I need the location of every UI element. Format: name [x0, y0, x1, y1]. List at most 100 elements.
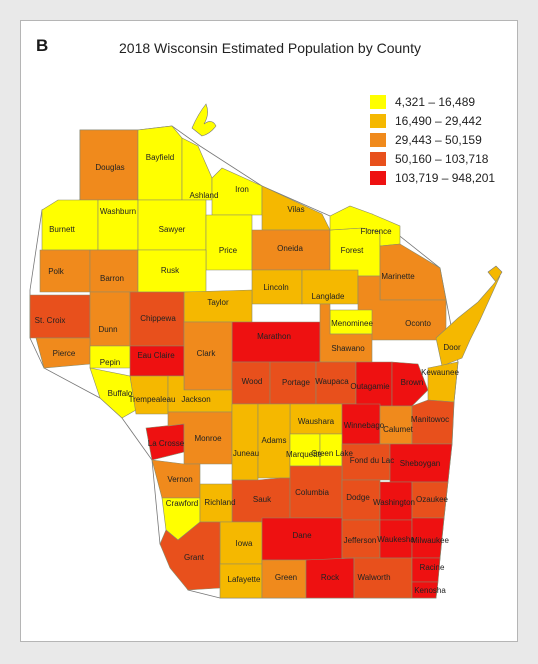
county-door — [435, 275, 501, 367]
legend-row: 50,160 – 103,718 — [370, 149, 495, 168]
county-label-shawano: Shawano — [331, 344, 365, 353]
county-label-marinette: Marinette — [381, 272, 415, 281]
county-label-waushara: Waushara — [298, 417, 335, 426]
county-label-racine: Racine — [420, 563, 445, 572]
county-label-lafayette: Lafayette — [228, 575, 261, 584]
county-label-rusk: Rusk — [161, 266, 180, 275]
county-label-adams: Adams — [262, 436, 287, 445]
county-label-pepin: Pepin — [100, 358, 120, 367]
county-marathon — [231, 321, 321, 363]
apostle-islands — [191, 103, 217, 137]
county-label-bayfield: Bayfield — [146, 153, 174, 162]
legend-label: 29,443 – 50,159 — [395, 132, 482, 147]
county-label-juneau: Juneau — [233, 449, 259, 458]
washington-island — [487, 265, 503, 283]
county-label-eau-claire: Eau Claire — [137, 351, 175, 360]
county-label-florence: Florence — [360, 227, 392, 236]
county-label-richland: Richland — [204, 498, 235, 507]
county-label-waukesha: Waukesha — [377, 535, 415, 544]
county-vernon — [151, 459, 201, 499]
county-label-dodge: Dodge — [346, 493, 370, 502]
legend-swatch — [370, 151, 386, 166]
county-label-columbia: Columbia — [295, 488, 329, 497]
county-label-vernon: Vernon — [167, 475, 192, 484]
county-manitowoc — [411, 399, 455, 445]
county-label-crawford: Crawford — [166, 499, 198, 508]
county-label-grant: Grant — [184, 553, 205, 562]
county-label-marquette: Marquette — [286, 450, 323, 459]
county-bayfield — [137, 125, 183, 201]
county-label-barron: Barron — [100, 274, 124, 283]
county-dunn — [89, 291, 131, 347]
county-label-st-croix: St. Croix — [35, 316, 66, 325]
county-label-green: Green — [275, 573, 297, 582]
legend-swatch — [370, 113, 386, 128]
county-label-polk: Polk — [48, 267, 65, 276]
county-label-marathon: Marathon — [257, 332, 291, 341]
county-label-dane: Dane — [292, 531, 312, 540]
legend-row: 103,719 – 948,201 — [370, 168, 495, 187]
county-label-la-crosse: La Crosse — [148, 439, 185, 448]
county-label-taylor: Taylor — [207, 298, 229, 307]
county-label-calumet: Calumet — [383, 425, 414, 434]
county-label-buffalo: Buffalo — [108, 389, 133, 398]
county-label-manitowoc: Manitowoc — [411, 415, 449, 424]
county-label-outagamie: Outagamie — [350, 382, 390, 391]
county-label-douglas: Douglas — [95, 163, 124, 172]
county-label-chippewa: Chippewa — [140, 314, 176, 323]
county-label-washburn: Washburn — [100, 207, 136, 216]
county-label-brown: Brown — [401, 378, 424, 387]
legend-label: 103,719 – 948,201 — [395, 170, 496, 185]
county-label-iron: Iron — [235, 185, 249, 194]
legend-label: 4,321 – 16,489 — [395, 94, 476, 109]
legend-swatch — [370, 170, 386, 185]
county-label-sauk: Sauk — [253, 495, 272, 504]
county-label-clark: Clark — [197, 349, 217, 358]
county-label-sheboygan: Sheboygan — [400, 459, 440, 468]
county-label-rock: Rock — [321, 573, 340, 582]
county-label-ashland: Ashland — [190, 191, 219, 200]
county-label-portage: Portage — [282, 378, 311, 387]
county-label-sawyer: Sawyer — [159, 225, 186, 234]
legend-label: 16,490 – 29,442 — [395, 113, 482, 128]
county-label-wood: Wood — [242, 377, 263, 386]
county-label-jefferson: Jefferson — [344, 536, 377, 545]
county-label-oconto: Oconto — [405, 319, 431, 328]
county-label-green-lake: Green Lake — [311, 449, 353, 458]
county-label-kewaunee: Kewaunee — [421, 368, 459, 377]
panel-label: B — [36, 36, 49, 55]
county-label-burnett: Burnett — [49, 225, 76, 234]
county-price — [205, 214, 253, 271]
county-label-menominee: Menominee — [331, 319, 373, 328]
county-kenosha — [411, 581, 439, 599]
county-label-pierce: Pierce — [53, 349, 76, 358]
legend-row: 4,321 – 16,489 — [370, 92, 495, 111]
legend-row: 16,490 – 29,442 — [370, 111, 495, 130]
county-label-vilas: Vilas — [287, 205, 304, 214]
county-label-kenosha: Kenosha — [414, 586, 446, 595]
county-label-monroe: Monroe — [194, 434, 222, 443]
legend-swatch — [370, 132, 386, 147]
legend-swatch — [370, 94, 386, 109]
county-label-walworth: Walworth — [357, 573, 390, 582]
county-juneau — [231, 403, 259, 481]
county-barron — [89, 249, 139, 293]
map-title: 2018 Wisconsin Estimated Population by C… — [119, 40, 421, 56]
county-label-washington: Washington — [373, 498, 415, 507]
legend-label: 50,160 – 103,718 — [395, 151, 489, 166]
county-label-waupaca: Waupaca — [315, 377, 349, 386]
county-label-dunn: Dunn — [98, 325, 117, 334]
legend-row: 29,443 – 50,159 — [370, 130, 495, 149]
county-label-jackson: Jackson — [181, 395, 210, 404]
county-brown — [391, 361, 429, 407]
county-label-iowa: Iowa — [236, 539, 253, 548]
county-label-ozaukee: Ozaukee — [416, 495, 449, 504]
county-label-winnebago: Winnebago — [344, 421, 385, 430]
county-label-forest: Forest — [341, 246, 364, 255]
county-label-trempealeau: Trempealeau — [129, 395, 176, 404]
county-buffalo — [89, 367, 137, 419]
county-label-fond-du-lac: Fond du Lac — [350, 456, 394, 465]
county-label-door: Door — [443, 343, 461, 352]
county-label-oneida: Oneida — [277, 244, 303, 253]
